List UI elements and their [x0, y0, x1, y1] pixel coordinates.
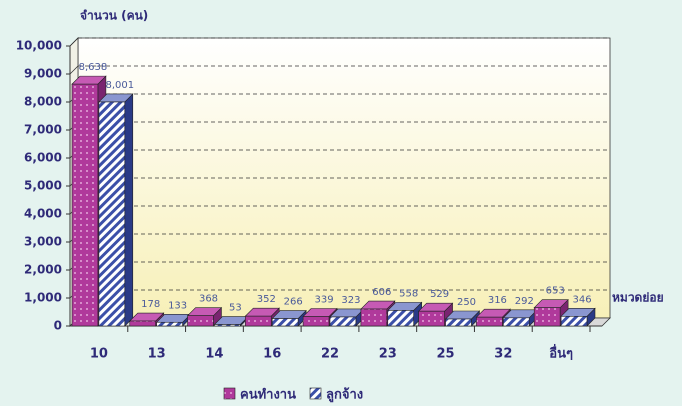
value-label: 606: [372, 287, 391, 298]
legend-swatch: [309, 387, 322, 400]
bar: [329, 316, 357, 327]
value-label: 352: [257, 294, 276, 305]
y-tick-label: 7,000: [24, 123, 62, 137]
value-label: 558: [399, 288, 418, 299]
grid-line-side: [69, 37, 79, 47]
value-label: 346: [573, 294, 592, 305]
bar: [360, 308, 388, 327]
x-tick-label: อื่นๆ: [549, 344, 573, 362]
value-label: 250: [457, 297, 476, 308]
value-label: 339: [315, 295, 334, 306]
y-tick-label: 1,000: [24, 291, 62, 305]
bar: [302, 316, 330, 327]
bar: [98, 101, 126, 327]
bar: [129, 320, 156, 327]
y-tick-label: 6,000: [24, 151, 62, 165]
y-tick-label: 5,000: [24, 179, 62, 193]
bar: [271, 318, 299, 327]
x-tick-label: 32: [494, 347, 512, 362]
value-label: 292: [515, 296, 534, 307]
x-tick-label: 10: [90, 347, 108, 362]
bar: [476, 316, 503, 327]
y-tick-label: 0: [54, 319, 62, 333]
y-tick-label: 9,000: [24, 67, 62, 81]
x-tick-label: 14: [205, 347, 223, 362]
value-label: 323: [341, 295, 360, 306]
legend-label: ลูกจ้าง: [326, 387, 363, 403]
bar: [533, 307, 561, 327]
x-tick-label: 22: [321, 347, 339, 362]
y-tick-label: 4,000: [24, 207, 62, 221]
y-tick-label: 10,000: [16, 39, 62, 53]
y-tick-label: 8,000: [24, 95, 62, 109]
bar: [187, 315, 214, 327]
bar: [245, 315, 272, 327]
bar: [418, 310, 445, 327]
y-tick-label: 2,000: [24, 263, 62, 277]
value-label: 529: [430, 289, 449, 300]
value-label: 8,638: [79, 62, 108, 73]
value-label: 53: [229, 303, 242, 314]
legend-label: คนทำงาน: [240, 387, 296, 403]
bar: [214, 324, 241, 327]
bar: [156, 321, 183, 327]
value-label: 266: [284, 297, 303, 308]
x-tick-label: 25: [437, 347, 455, 362]
bar: [387, 310, 414, 327]
legend-swatch: [223, 387, 236, 400]
x-tick-label: 16: [263, 347, 281, 362]
value-label: 178: [141, 299, 160, 310]
bar: [503, 317, 530, 327]
value-label: 8,001: [106, 80, 135, 91]
x-tick-label: 23: [379, 347, 397, 362]
value-label: 133: [168, 300, 187, 311]
value-label: 368: [199, 294, 218, 305]
bar: [560, 316, 588, 327]
value-label: 653: [546, 286, 565, 297]
x-axis-label: หมวดย่อย: [612, 291, 664, 305]
bar: [71, 83, 99, 327]
value-label: 316: [488, 295, 507, 306]
bar-side: [124, 93, 134, 327]
legend: คนทำงาน ลูกจ้าง: [223, 387, 363, 403]
grid-line-side: [69, 65, 79, 75]
x-tick-label: 13: [148, 347, 166, 362]
y-axis-label: จำนวน (คน): [80, 9, 148, 23]
y-tick-label: 3,000: [24, 235, 62, 249]
bar: [445, 318, 472, 327]
